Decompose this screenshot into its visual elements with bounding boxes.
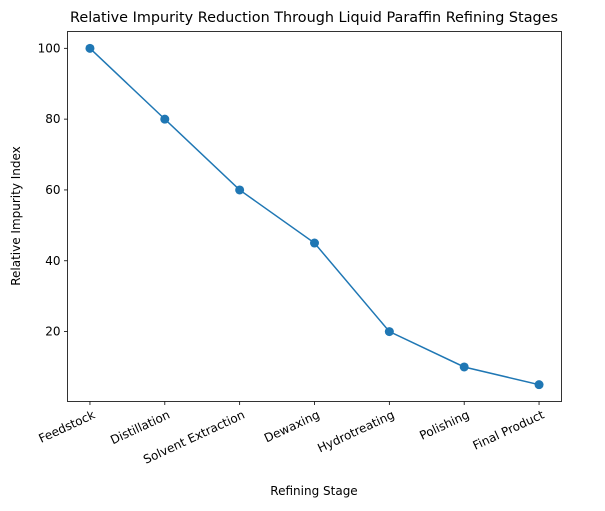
y-tick-label: 60: [45, 183, 60, 197]
chart-title: Relative Impurity Reduction Through Liqu…: [70, 10, 558, 26]
series-line: [89, 47, 540, 386]
y-tick-label: 40: [45, 254, 60, 268]
x-tick-label: Dewaxing: [262, 408, 322, 446]
data-point: [459, 362, 469, 372]
x-tick-label: Distillation: [108, 408, 172, 448]
data-point: [85, 43, 95, 53]
data-point: [310, 238, 319, 248]
x-tick-label: Polishing: [417, 408, 471, 443]
y-tick-label: 100: [38, 41, 61, 55]
plot-frame: [67, 31, 562, 402]
data-point: [534, 380, 544, 390]
x-tick-label: Feedstock: [36, 408, 97, 446]
data-point: [160, 114, 170, 124]
y-axis-label: Relative Impurity Index: [9, 146, 23, 286]
y-tick-label: 80: [45, 112, 60, 126]
x-tick-label: Hydrotreating: [315, 408, 396, 456]
data-point: [235, 185, 245, 195]
data-point: [384, 327, 394, 337]
x-axis-label: Refining Stage: [270, 484, 357, 498]
x-tick-label: Final Product: [471, 407, 547, 452]
y-tick-label: 20: [45, 325, 60, 339]
